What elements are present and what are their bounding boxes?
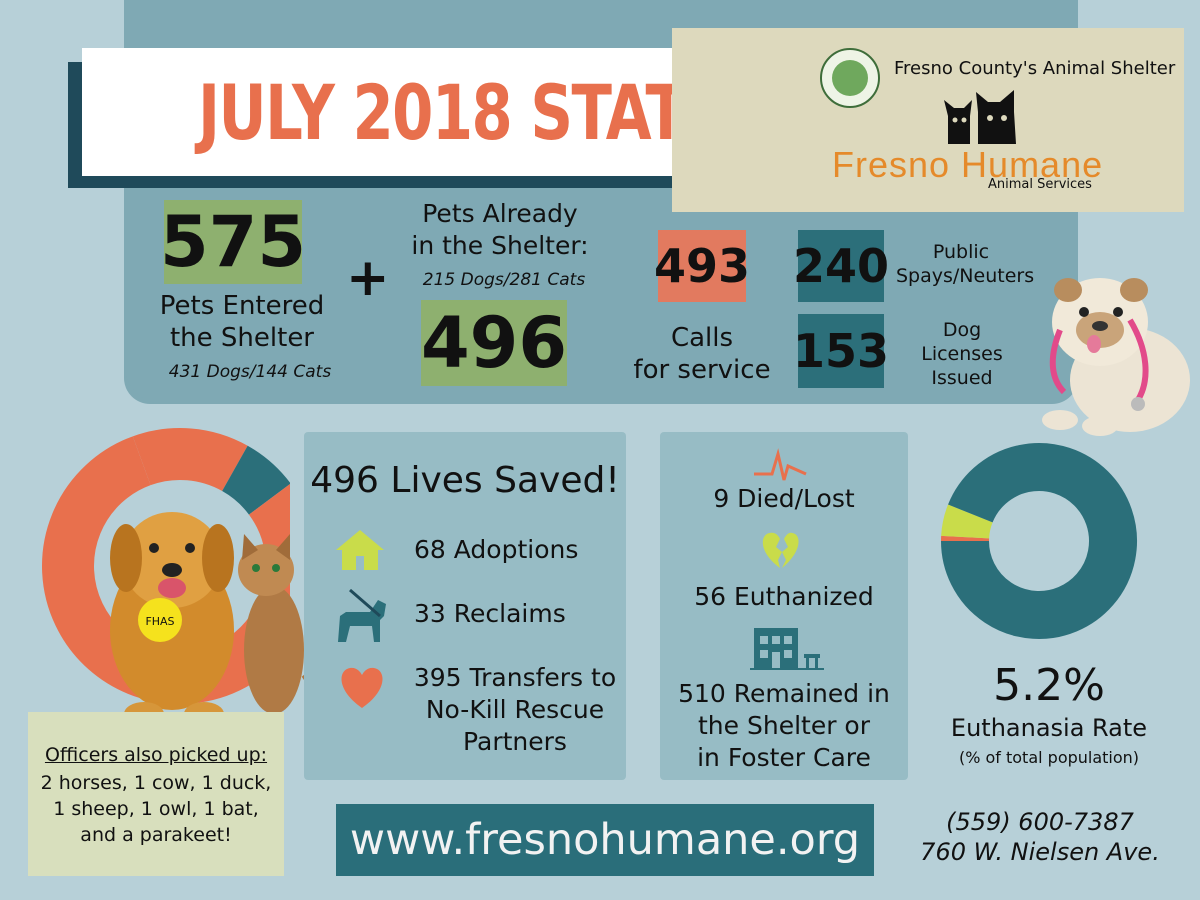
tree-icon xyxy=(832,60,868,96)
euthanasia-rate-subtitle: (% of total population) xyxy=(958,748,1140,767)
donut-left-segment-2 xyxy=(221,445,290,516)
shelter-name: Fresno County's Animal Shelter xyxy=(894,58,1176,79)
calls-label-line: Calls xyxy=(670,323,734,353)
lives-saved-card xyxy=(304,432,626,780)
euthanasia-rate-donut-chart xyxy=(941,443,1137,639)
transfers-text-line: No-Kill Rescue xyxy=(425,695,605,724)
licenses-label-line: Dog xyxy=(942,319,982,341)
spays-label-line: Public xyxy=(932,241,990,263)
euthanized-text: 56 Euthanized xyxy=(694,582,874,611)
died-lost-text: 9 Died/Lost xyxy=(713,484,855,513)
spays-label-line: Spays/Neuters xyxy=(896,265,1035,287)
logo-box xyxy=(672,28,1184,212)
licenses-label: Dog Licenses Issued xyxy=(912,318,1012,390)
website-banner[interactable]: www.fresnohumane.org xyxy=(336,804,874,876)
broken-heart-icon xyxy=(762,532,799,568)
officers-text-line: 1 sheep, 1 owl, 1 bat, xyxy=(53,798,259,820)
pets-entered-label-line: Pets Entered xyxy=(159,291,325,321)
officers-text: 2 horses, 1 cow, 1 duck, 1 sheep, 1 owl,… xyxy=(40,770,272,848)
transfers-text-line: 395 Transfers to xyxy=(413,663,617,692)
dog-on-leash-icon xyxy=(338,588,386,642)
lives-saved-title: 496 Lives Saved! xyxy=(310,460,620,501)
remained-text: 510 Remained in the Shelter or in Foster… xyxy=(668,678,900,774)
cat-dog-logo-icon xyxy=(944,90,1016,144)
donut-right-segments xyxy=(941,443,1137,639)
reclaims-text: 33 Reclaims xyxy=(414,599,566,628)
collar-tag-text: FHAS xyxy=(145,615,174,628)
calls-label: Calls for service xyxy=(630,322,774,386)
remained-text-line: in Foster Care xyxy=(697,743,871,772)
officers-box xyxy=(28,712,284,876)
licenses-label-line: Licenses xyxy=(921,343,1003,365)
officers-title: Officers also picked up: xyxy=(44,744,268,766)
pets-entered-breakdown: 431 Dogs/144 Cats xyxy=(168,362,332,382)
adoptions-text: 68 Adoptions xyxy=(414,535,579,564)
website-link[interactable]: www.fresnohumane.org xyxy=(349,815,861,865)
heart-icon xyxy=(341,667,383,708)
remained-text-line: the Shelter or xyxy=(698,711,870,740)
calls-label-line: for service xyxy=(633,355,771,385)
bulldog-illustration-icon xyxy=(1042,278,1190,436)
heartbeat-line-icon xyxy=(754,448,807,481)
transfers-text-line: Partners xyxy=(463,727,567,756)
spays-label: Public Spays/Neuters xyxy=(896,240,1035,288)
phone-number: (559) 600-7387 xyxy=(946,808,1134,836)
officers-text-line: and a parakeet! xyxy=(80,824,232,846)
collar-tag-icon xyxy=(138,598,182,642)
street-address: 760 W. Nielsen Ave. xyxy=(920,838,1160,866)
pets-already-label: Pets Already in the Shelter: xyxy=(400,198,600,262)
pets-already-label-line: in the Shelter: xyxy=(411,231,589,260)
pets-already-value: 496 xyxy=(420,300,568,386)
donut-right-segment-3 xyxy=(941,443,1137,639)
outcomes-card xyxy=(660,432,908,780)
pets-entered-label-line: the Shelter xyxy=(169,323,314,353)
pets-entered-label: Pets Entered the Shelter xyxy=(152,290,332,354)
plus-sign: + xyxy=(346,248,390,308)
donut-right-segment-2 xyxy=(941,504,993,540)
euthanasia-rate-label: Euthanasia Rate xyxy=(950,714,1148,742)
spays-value: 240 xyxy=(793,230,889,302)
shelter-building-icon xyxy=(750,628,824,670)
licenses-label-line: Issued xyxy=(931,367,993,389)
dog-and-cat-illustration-icon: FHAS xyxy=(110,512,319,726)
licenses-value: 153 xyxy=(793,314,889,388)
pets-already-label-line: Pets Already xyxy=(422,199,578,228)
house-icon xyxy=(336,530,384,570)
pets-already-breakdown: 215 Dogs/281 Cats xyxy=(422,270,586,290)
page-title: JULY 2018 STATS xyxy=(198,67,727,157)
brand-name: Fresno Humane xyxy=(832,144,1104,185)
brand-subtitle: Animal Services xyxy=(988,177,1092,192)
donut-left-segment-1 xyxy=(132,428,248,492)
transfers-text: 395 Transfers to No-Kill Rescue Partners xyxy=(410,662,620,758)
pets-entered-value: 575 xyxy=(159,200,307,284)
euthanasia-rate-value: 5.2% xyxy=(993,660,1105,711)
officers-text-line: 2 horses, 1 cow, 1 duck, xyxy=(40,772,272,794)
remained-text-line: 510 Remained in xyxy=(678,679,890,708)
panel-curve xyxy=(124,300,184,404)
calls-value: 493 xyxy=(654,230,750,302)
